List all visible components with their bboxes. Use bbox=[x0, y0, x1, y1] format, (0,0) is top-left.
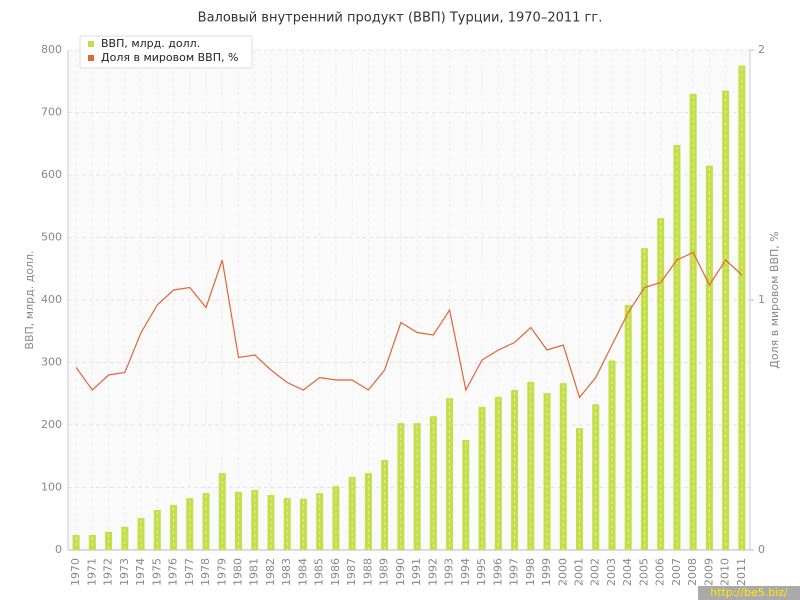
bar bbox=[299, 498, 307, 550]
legend-label: ВВП, млрд. долл. bbox=[101, 37, 200, 50]
x-tick-label: 2011 bbox=[735, 558, 748, 586]
x-tick-label: 1978 bbox=[199, 558, 212, 586]
x-tick-label: 1975 bbox=[150, 558, 163, 586]
bar bbox=[543, 393, 551, 550]
bar bbox=[722, 90, 730, 550]
x-tick-label: 2001 bbox=[573, 558, 586, 586]
x-tick-label: 1985 bbox=[313, 558, 326, 586]
y-tick-label: 400 bbox=[41, 293, 62, 306]
x-tick-label: 1979 bbox=[215, 558, 228, 586]
bar bbox=[576, 428, 583, 550]
bar bbox=[462, 440, 470, 550]
x-tick-label: 1999 bbox=[540, 558, 553, 586]
x-tick-label: 1988 bbox=[361, 558, 374, 586]
y-axis-title: ВВП, млрд. долл. bbox=[23, 250, 36, 349]
x-tick-label: 1970 bbox=[69, 558, 82, 586]
chart-title: Валовый внутренний продукт (ВВП) Турции,… bbox=[198, 11, 603, 26]
x-tick-label: 1987 bbox=[345, 558, 358, 586]
bar bbox=[478, 406, 486, 550]
x-tick-label: 1991 bbox=[410, 558, 423, 586]
y-tick-label: 700 bbox=[41, 106, 62, 119]
y-tick-label: 100 bbox=[41, 481, 62, 494]
bar bbox=[283, 498, 291, 550]
y-tick-label: 500 bbox=[41, 231, 62, 244]
bar bbox=[251, 490, 259, 550]
bar bbox=[332, 486, 340, 550]
bar bbox=[705, 165, 713, 550]
legend-label: Доля в мировом ВВП, % bbox=[101, 51, 238, 64]
bar bbox=[348, 476, 356, 550]
legend-marker bbox=[88, 55, 94, 61]
bar bbox=[88, 535, 96, 550]
x-tick-label: 1982 bbox=[264, 558, 277, 586]
x-tick-label: 1980 bbox=[232, 558, 245, 586]
bar bbox=[640, 248, 648, 550]
x-tick-label: 1998 bbox=[524, 558, 537, 586]
x-tick-label: 2007 bbox=[670, 558, 683, 586]
x-tick-label: 1977 bbox=[183, 558, 196, 586]
x-tick-label: 1992 bbox=[426, 558, 439, 586]
x-tick-label: 2008 bbox=[686, 558, 699, 586]
x-tick-label: 1993 bbox=[443, 558, 456, 586]
y2-axis-title: Доля в мировом ВВП, % bbox=[768, 231, 781, 368]
y2-tick-label: 0 bbox=[758, 543, 765, 556]
line bbox=[75, 251, 743, 399]
x-tick-label: 2004 bbox=[621, 558, 634, 586]
bar bbox=[235, 491, 242, 550]
legend-marker bbox=[88, 41, 94, 47]
x-tick-label: 1973 bbox=[118, 558, 131, 586]
x-tick-label: 1974 bbox=[134, 558, 147, 586]
x-tick-label: 1971 bbox=[85, 558, 98, 586]
bar bbox=[527, 381, 535, 550]
x-tick-label: 1995 bbox=[475, 558, 488, 586]
x-tick-label: 1986 bbox=[329, 558, 342, 586]
y-tick-label: 200 bbox=[41, 418, 62, 431]
x-tick-label: 1984 bbox=[296, 558, 309, 586]
y-tick-label: 600 bbox=[41, 168, 62, 181]
y2-tick-label: 2 bbox=[758, 43, 765, 56]
x-tick-label: 1997 bbox=[508, 558, 521, 586]
x-tick-label: 1996 bbox=[491, 558, 504, 586]
y2-tick-label: 1 bbox=[758, 293, 765, 306]
x-tick-label: 1972 bbox=[102, 558, 115, 586]
x-tick-label: 2009 bbox=[702, 558, 715, 586]
x-tick-label: 2000 bbox=[556, 558, 569, 586]
x-tick-label: 2003 bbox=[605, 558, 618, 586]
y-tick-label: 300 bbox=[41, 356, 62, 369]
x-tick-label: 1981 bbox=[248, 558, 261, 586]
x-tick-label: 1994 bbox=[459, 558, 472, 586]
y-tick-label: 0 bbox=[55, 543, 62, 556]
x-tick-label: 1990 bbox=[394, 558, 407, 586]
x-tick-label: 1983 bbox=[280, 558, 293, 586]
bar bbox=[592, 404, 600, 550]
bar bbox=[429, 416, 437, 550]
bar bbox=[559, 383, 567, 550]
x-tick-label: 2002 bbox=[589, 558, 602, 586]
x-tick-label: 1976 bbox=[167, 558, 180, 586]
x-tick-label: 2006 bbox=[654, 558, 667, 586]
legend: ВВП, млрд. долл.Доля в мировом ВВП, % bbox=[79, 35, 253, 69]
bar bbox=[72, 535, 80, 550]
bar bbox=[689, 93, 697, 550]
bar bbox=[186, 498, 194, 550]
x-tick-label: 1989 bbox=[378, 558, 391, 586]
legend-box bbox=[79, 35, 253, 69]
x-tick-label: 2005 bbox=[637, 558, 650, 586]
bar bbox=[121, 526, 129, 550]
watermark-bg bbox=[698, 586, 800, 600]
y-tick-label: 800 bbox=[41, 43, 62, 56]
watermark: http://be5.biz/ bbox=[710, 586, 788, 599]
x-tick-label: 2010 bbox=[719, 558, 732, 586]
